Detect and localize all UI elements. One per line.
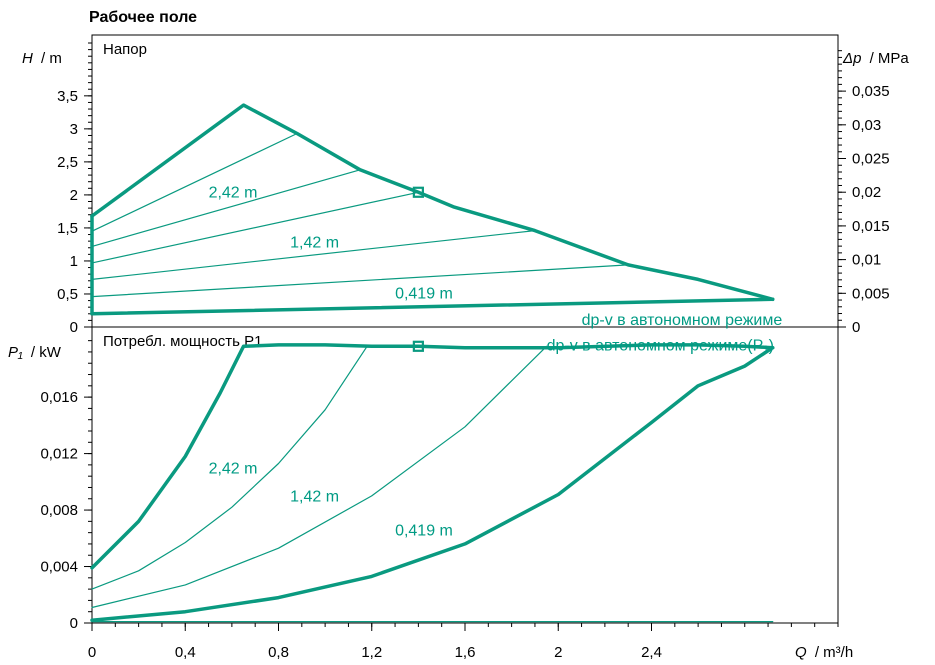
y2-tick-label: 0,025 [852,151,890,168]
power-axis-title: P₁ / kW [8,344,62,361]
y-tick-label: 2 [70,187,78,204]
operating-point-marker [412,186,424,198]
y-tick-label: 0,016 [40,389,78,406]
head-axis-var: H [22,50,33,67]
pressure-axis-var: Δp [842,50,861,67]
chart-title: Рабочее поле [89,9,197,26]
y-tick-label: 0 [70,319,78,336]
operating-point-markers [412,186,424,352]
axis-tick-labels: 0 0,5 1 1,5 2 2,5 3 3,5 0 0,005 0,01 0,015 0,02 0,025… [40,83,889,661]
x-tick-label: 0 [88,644,96,661]
curve-label: 0,419 m [395,286,453,303]
curve-labels: 2,42 m 1,42 m 0,419 m dp-v в автономном реж… [209,185,783,540]
curve-min [90,297,775,316]
y2-tick-label: 0,01 [852,252,881,269]
y-tick-label: 0,004 [40,559,78,576]
curve-label: dp-v в автономном режиме(P₁) [547,338,774,355]
head-panel-label: Напор [103,41,147,58]
flow-axis-title: Q / m³/h [795,644,853,661]
y-tick-label: 0,5 [57,286,78,303]
curve-c2 [91,169,361,247]
curve-c4 [91,230,536,280]
head-panel-frame [91,34,839,328]
curve-label: dp-v в автономном режиме [582,312,783,329]
y-tick-label: 1,5 [57,220,78,237]
curve-label: 1,42 m [290,489,339,506]
power-panel-frame [91,326,839,624]
curve-label: 2,42 m [209,185,258,202]
curve-min [90,345,775,622]
y2-tick-label: 0,02 [852,184,881,201]
x-tick-label: 2,4 [641,644,662,661]
curve-label: 2,42 m [209,460,258,477]
x-tick-label: 2 [554,644,562,661]
performance-curves [90,103,775,623]
x-tick-label: 0,4 [175,644,196,661]
y2-tick-label: 0,03 [852,117,881,134]
curve-c2 [91,345,548,609]
y-tick-label: 3 [70,121,78,138]
pressure-axis-title: Δp / MPa [842,50,909,67]
curve-c1 [91,132,298,232]
pressure-axis-unit: / MPa [870,50,910,67]
x-tick-label: 0,8 [268,644,289,661]
flow-axis-var: Q [795,644,807,661]
curve-c3 [91,191,419,264]
curve-max [90,103,775,302]
y-tick-label: 3,5 [57,88,78,105]
x-tick-label: 1,2 [361,644,382,661]
y-tick-label: 2,5 [57,154,78,171]
curve-label: 1,42 m [290,235,339,252]
head-axis-unit: / m [41,50,62,67]
y-tick-label: 0,012 [40,446,78,463]
curve-label: 0,419 m [395,522,453,539]
curve-c5 [91,264,629,298]
power-panel-label: Потребл. мощность P1 [103,333,263,350]
y-tick-label: 0,008 [40,502,78,519]
y2-tick-label: 0 [852,319,860,336]
power-axis-var: P₁ [8,344,23,361]
y2-tick-label: 0,005 [852,285,890,302]
y2-tick-label: 0,015 [852,218,890,235]
x-tick-label: 1,6 [455,644,476,661]
head-axis-title: H / m [22,50,62,67]
y-tick-label: 1 [70,253,78,270]
curve-c1 [91,345,368,590]
y-tick-label: 0 [70,615,78,632]
y2-tick-label: 0,035 [852,83,890,100]
operating-point-marker [412,340,424,352]
power-axis-unit: / kW [31,344,62,361]
flow-axis-unit: / m³/h [815,644,853,661]
curve-max [90,343,775,570]
